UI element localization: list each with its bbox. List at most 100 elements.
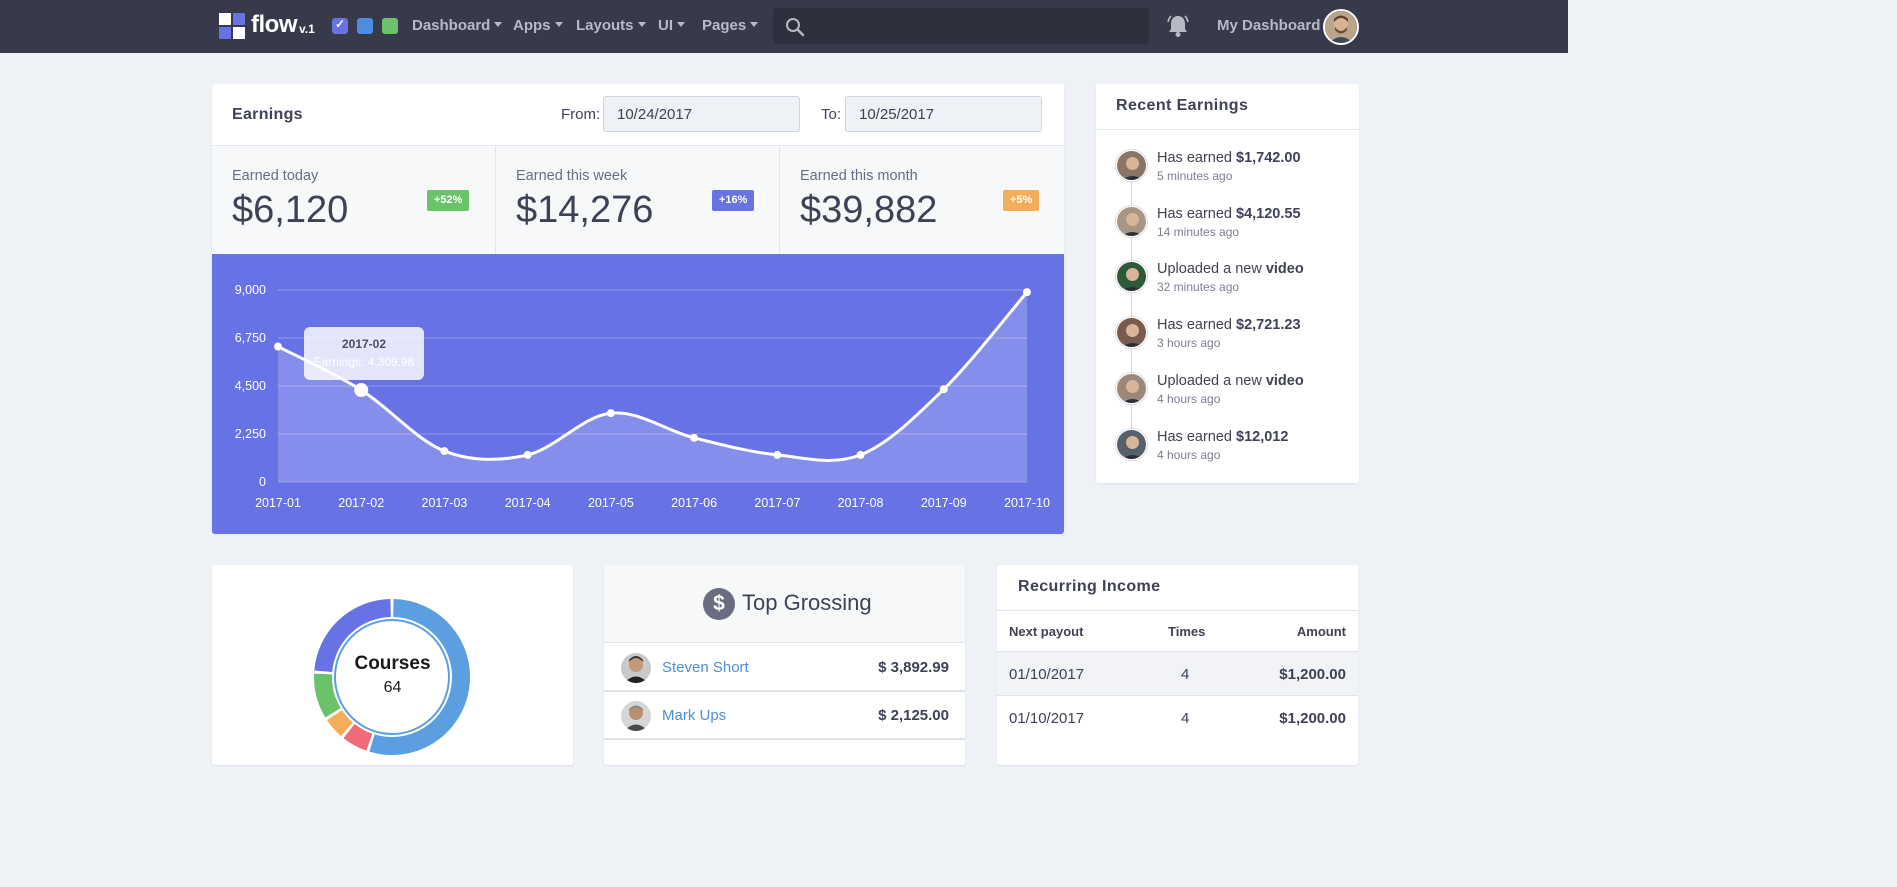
data-point[interactable]	[440, 447, 449, 456]
payout-date: 01/10/2017	[1009, 710, 1085, 727]
recent-earning-prefix: Has earned	[1157, 150, 1236, 166]
nav-apps[interactable]: Apps	[513, 17, 563, 34]
earnings-card: Earnings From: To: Earned today $6,120 +…	[212, 84, 1064, 534]
recent-earning-strong: $2,721.23	[1236, 317, 1301, 333]
column-header-next-payout[interactable]: Next payout	[1009, 624, 1084, 639]
stat-month: Earned this month $39,882 +5%	[780, 146, 1064, 254]
grosser-amount: $ 3,892.99	[878, 659, 949, 676]
y-tick-label: 2,250	[235, 427, 266, 441]
data-point[interactable]	[606, 409, 615, 418]
recent-earning-item[interactable]: Has earned $2,721.23 3 hours ago	[1096, 317, 1359, 365]
column-header-times[interactable]: Times	[1168, 624, 1206, 639]
donut-segment[interactable]	[314, 673, 341, 718]
nav-pages-label: Pages	[702, 17, 747, 34]
recent-earning-time: 5 minutes ago	[1157, 169, 1233, 183]
grosser-name-link[interactable]: Steven Short	[662, 659, 749, 676]
grosser-name-link[interactable]: Mark Ups	[662, 707, 727, 724]
donut-inner-ring	[334, 619, 450, 735]
earnings-title: Earnings	[232, 106, 303, 123]
top-navbar: flow v.1 Dashboard Apps Layouts UI Pages…	[0, 0, 1568, 53]
recent-earning-item[interactable]: Has earned $4,120.55 14 minutes ago	[1096, 206, 1359, 254]
nav-ui[interactable]: UI	[658, 17, 685, 34]
recent-earning-strong: $4,120.55	[1236, 206, 1301, 222]
donut-segment[interactable]	[343, 723, 373, 751]
to-date-input[interactable]	[845, 96, 1042, 132]
stat-badge: +5%	[1003, 190, 1040, 211]
caret-down-icon	[677, 22, 685, 27]
avatar	[1116, 373, 1147, 404]
donut-segment[interactable]	[314, 599, 392, 673]
table-row: 01/10/2017 4 $1,200.00	[997, 695, 1358, 739]
brand-name[interactable]: flow	[251, 11, 298, 38]
stat-label: Earned today	[232, 168, 319, 184]
x-tick-label: 2017-10	[1004, 496, 1050, 510]
from-date-input[interactable]	[603, 96, 800, 132]
theme-swatch-blue[interactable]	[357, 18, 373, 34]
recurring-income-title: Recurring Income	[1018, 578, 1161, 595]
nav-apps-label: Apps	[513, 17, 551, 34]
top-grossing-row: Steven Short $ 3,892.99	[604, 644, 965, 692]
recent-earning-strong: $12,012	[1236, 429, 1289, 445]
search-icon	[786, 18, 805, 37]
recent-earning-text: Uploaded a new video	[1157, 261, 1304, 277]
payout-times: 4	[1181, 710, 1190, 727]
search-box	[773, 8, 1149, 44]
recent-earning-time: 3 hours ago	[1157, 336, 1221, 350]
column-header-amount[interactable]: Amount	[1296, 624, 1346, 639]
recent-earning-item[interactable]: Uploaded a new video 4 hours ago	[1096, 373, 1359, 421]
from-label: From:	[561, 106, 601, 123]
timeline-line	[1131, 162, 1132, 442]
data-point[interactable]	[856, 450, 865, 459]
avatar	[1116, 150, 1147, 181]
data-point[interactable]	[1023, 288, 1031, 297]
chart-tooltip: 2017-02 Earnings: 4,309.98	[304, 327, 424, 380]
data-point[interactable]	[939, 385, 948, 394]
recent-earning-prefix: Has earned	[1157, 317, 1236, 333]
recent-earning-time: 4 hours ago	[1157, 392, 1221, 406]
user-menu-label[interactable]: My Dashboard	[1217, 17, 1321, 34]
stat-value: $39,882	[800, 189, 938, 231]
recent-earnings-title: Recent Earnings	[1116, 97, 1249, 114]
data-point[interactable]	[690, 433, 699, 442]
dollar-icon: $	[703, 588, 735, 620]
data-point[interactable]	[274, 342, 282, 351]
avatar	[1116, 261, 1147, 292]
avatar	[621, 701, 651, 731]
notification-bell-icon[interactable]	[1167, 14, 1189, 43]
x-tick-label: 2017-03	[422, 496, 468, 510]
recent-earning-item[interactable]: Uploaded a new video 32 minutes ago	[1096, 261, 1359, 309]
recent-earning-item[interactable]: Has earned $12,012 4 hours ago	[1096, 429, 1359, 477]
stat-value: $6,120	[232, 189, 349, 231]
recurring-income-header: Recurring Income	[997, 565, 1358, 611]
x-tick-label: 2017-06	[671, 496, 717, 510]
data-point[interactable]	[773, 450, 782, 459]
recent-earning-strong: $1,742.00	[1236, 150, 1301, 166]
nav-pages[interactable]: Pages	[702, 17, 759, 34]
caret-down-icon	[637, 22, 646, 27]
donut-segment[interactable]	[369, 599, 470, 755]
payout-amount: $1,200.00	[1279, 666, 1346, 683]
y-tick-label: 6,750	[235, 331, 266, 345]
recent-earning-text: Uploaded a new video	[1157, 373, 1304, 389]
stat-badge: +16%	[712, 190, 755, 211]
y-tick-label: 0	[259, 475, 266, 489]
search-input[interactable]	[813, 8, 1143, 44]
donut-segment[interactable]	[326, 709, 354, 737]
recent-earning-text: Has earned $12,012	[1157, 429, 1288, 445]
recent-earning-strong: video	[1265, 261, 1304, 277]
nav-ui-label: UI	[658, 17, 673, 34]
data-point[interactable]	[354, 383, 369, 398]
earnings-header: Earnings From: To:	[212, 84, 1064, 146]
stat-week: Earned this week $14,276 +16%	[496, 146, 780, 254]
nav-layouts[interactable]: Layouts	[576, 17, 646, 34]
theme-swatch-green[interactable]	[382, 18, 398, 34]
data-point[interactable]	[523, 450, 532, 459]
earnings-chart: 9,000 6,750 4,500 2,250 0 2017-01 2017-02 2017-…	[212, 254, 1064, 534]
flow-logo-icon[interactable]	[219, 13, 245, 39]
table-row: 01/10/2017 4 $1,200.00	[997, 651, 1358, 695]
user-avatar[interactable]	[1323, 9, 1359, 45]
theme-swatch-purple[interactable]	[332, 17, 348, 34]
recent-earning-item[interactable]: Has earned $1,742.00 5 minutes ago	[1096, 150, 1359, 198]
stat-today: Earned today $6,120 +52%	[212, 146, 496, 254]
nav-dashboard[interactable]: Dashboard	[412, 17, 503, 34]
